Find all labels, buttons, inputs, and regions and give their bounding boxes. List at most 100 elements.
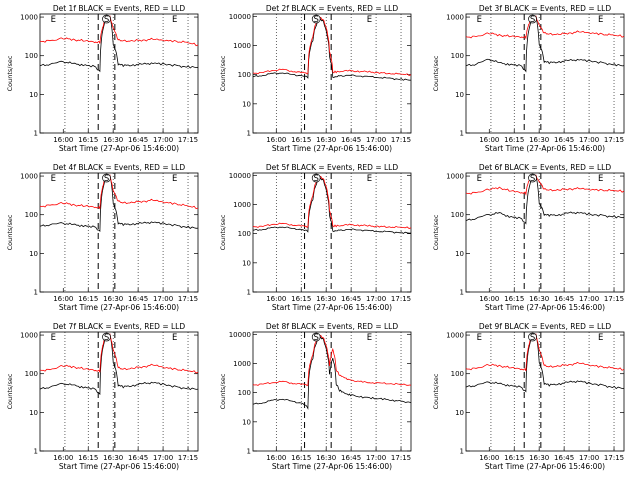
lld-series-line [252, 334, 412, 387]
plot-frame [252, 172, 412, 293]
events-series-line [39, 174, 199, 232]
x-tick-label: 16:00 [479, 136, 499, 144]
y-tick-label: 1000 [446, 14, 464, 22]
y-tick-label: 1 [247, 289, 251, 297]
x-tick-label: 17:15 [391, 136, 411, 144]
x-tick-label: 16:30 [529, 295, 549, 303]
x-tick-label: 16:45 [128, 295, 148, 303]
saa-marker-circle [311, 332, 321, 342]
y-axis-label: Counts/sec [432, 214, 440, 250]
chart-panel: Det 3f BLACK = Events, RED = LLD 1 10 100 10… [432, 4, 625, 153]
lld-series-line [39, 174, 199, 210]
x-tick-label: 16:00 [479, 295, 499, 303]
x-tick-label: 16:00 [266, 454, 286, 462]
x-tick-label: 16:00 [53, 295, 73, 303]
lld-series-line [465, 333, 625, 372]
y-axis-label: Counts/sec [6, 373, 14, 409]
y-tick-label: 100 [451, 52, 464, 60]
x-tick-label: 16:15 [291, 136, 311, 144]
chart-panel: Det 2f BLACK = Events, RED = LLD 1 10 100 10… [219, 4, 412, 153]
saa-marker-label: S [313, 174, 318, 184]
eclipse-marker-label: E [51, 15, 56, 25]
chart-title: Det 8f BLACK = Events, RED = LLD [266, 322, 399, 331]
y-tick-label: 10 [242, 100, 251, 108]
y-tick-label: 10000 [229, 13, 251, 21]
y-tick-label: 1000 [20, 332, 38, 340]
x-tick-label: 16:15 [504, 136, 524, 144]
y-tick-label: 100 [451, 211, 464, 219]
eclipse-marker-label: E [598, 333, 603, 343]
lld-series-line [252, 175, 412, 229]
plot-frame [252, 13, 412, 134]
x-tick-label: 16:00 [266, 136, 286, 144]
chart-panel: Det 7f BLACK = Events, RED = LLD 1 10 100 10… [6, 322, 199, 471]
eclipse-marker-label: E [367, 15, 372, 25]
plot-frame [252, 331, 412, 452]
eclipse-marker-label: E [598, 174, 603, 184]
chart-title: Det 2f BLACK = Events, RED = LLD [266, 4, 399, 13]
y-tick-label: 1000 [20, 14, 38, 22]
y-tick-label: 10 [455, 250, 464, 258]
y-axis-label: Counts/sec [6, 214, 14, 250]
x-tick-label: 16:30 [529, 136, 549, 144]
plot-frame [39, 13, 199, 134]
plot-frame [465, 172, 625, 293]
events-series-line [252, 18, 412, 81]
saa-marker-circle [528, 332, 537, 342]
x-tick-label: 17:00 [579, 295, 599, 303]
lld-series-line [465, 174, 625, 196]
eclipse-marker-label: E [172, 174, 177, 184]
x-tick-label: 17:15 [178, 136, 198, 144]
events-series-line [465, 15, 625, 73]
x-tick-label: 17:00 [579, 136, 599, 144]
events-series-line [39, 15, 199, 73]
x-tick-label: 17:00 [366, 295, 386, 303]
x-tick-label: 16:45 [554, 136, 574, 144]
y-axis-label: Counts/sec [219, 214, 227, 250]
x-tick-label: 16:15 [78, 454, 98, 462]
x-axis-label: Start Time (27-Apr-06 15:46:00) [485, 462, 605, 471]
y-axis-label: Counts/sec [219, 373, 227, 409]
lld-series-line [465, 15, 625, 40]
y-tick-label: 1 [460, 448, 464, 456]
x-axis-label: Start Time (27-Apr-06 15:46:00) [272, 144, 392, 153]
x-tick-label: 17:00 [366, 454, 386, 462]
y-tick-label: 100 [25, 370, 38, 378]
x-axis-label: Start Time (27-Apr-06 15:46:00) [485, 144, 605, 153]
y-tick-label: 1 [34, 448, 38, 456]
x-tick-label: 17:00 [153, 136, 173, 144]
x-axis-label: Start Time (27-Apr-06 15:46:00) [485, 303, 605, 312]
events-series-line [252, 177, 412, 235]
y-tick-label: 1 [34, 130, 38, 138]
y-tick-label: 1000 [20, 173, 38, 181]
x-tick-label: 17:15 [604, 295, 624, 303]
y-tick-label: 1000 [233, 42, 251, 50]
y-tick-label: 10 [242, 418, 251, 426]
y-tick-label: 100 [25, 52, 38, 60]
x-axis-label: Start Time (27-Apr-06 15:46:00) [59, 303, 179, 312]
y-tick-label: 100 [25, 211, 38, 219]
y-axis-label: Counts/sec [432, 373, 440, 409]
x-tick-label: 16:30 [529, 454, 549, 462]
x-tick-label: 16:45 [128, 454, 148, 462]
x-tick-label: 16:15 [291, 454, 311, 462]
x-tick-label: 17:00 [153, 295, 173, 303]
x-tick-label: 16:30 [103, 454, 123, 462]
x-tick-label: 16:45 [341, 136, 361, 144]
chart-title: Det 1f BLACK = Events, RED = LLD [53, 4, 186, 13]
y-axis-label: Counts/sec [6, 55, 14, 91]
saa-marker-label: S [530, 174, 535, 184]
chart-panel: Det 9f BLACK = Events, RED = LLD 1 10 100 10… [432, 322, 625, 471]
saa-marker-label: S [530, 15, 535, 25]
y-tick-label: 1000 [233, 360, 251, 368]
x-tick-label: 16:30 [316, 295, 336, 303]
chart-panel: Det 8f BLACK = Events, RED = LLD 1 10 100 10… [219, 322, 412, 471]
saa-marker-circle [528, 14, 537, 24]
x-tick-label: 17:00 [366, 136, 386, 144]
plot-frame [465, 331, 625, 452]
y-tick-label: 10 [29, 409, 38, 417]
chart-panel: Det 6f BLACK = Events, RED = LLD 1 10 100 10… [432, 163, 625, 312]
x-axis-label: Start Time (27-Apr-06 15:46:00) [59, 144, 179, 153]
y-tick-label: 10 [29, 250, 38, 258]
y-axis-label: Counts/sec [219, 55, 227, 91]
